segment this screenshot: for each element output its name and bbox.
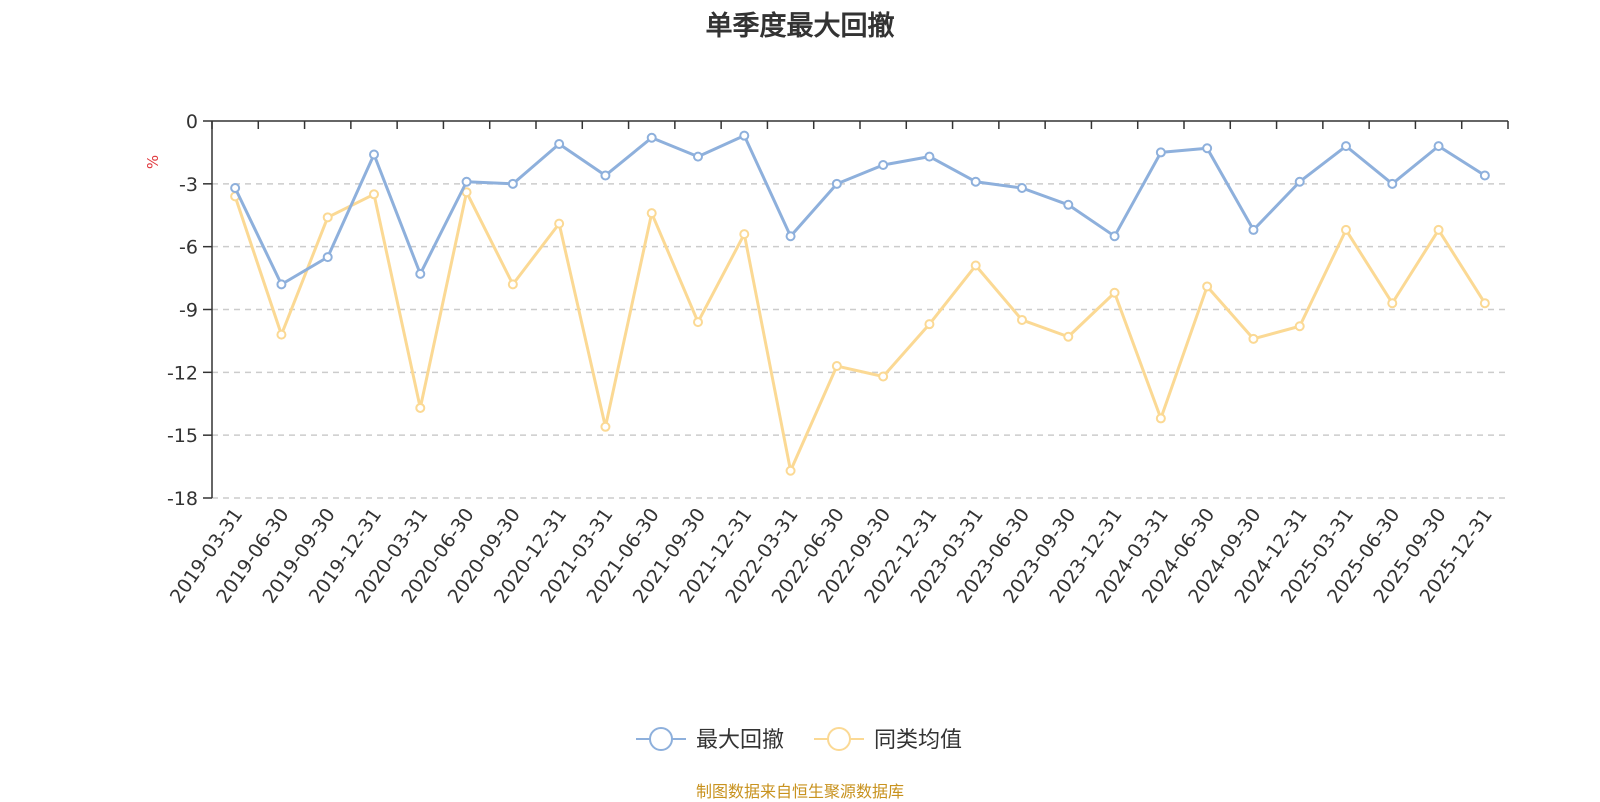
data-point <box>970 176 981 187</box>
data-point <box>924 319 935 330</box>
data-point <box>1063 199 1074 210</box>
legend: 最大回撤 同类均值 <box>636 727 962 753</box>
data-point <box>924 151 935 162</box>
legend-label: 最大回撤 <box>696 728 784 753</box>
data-point <box>785 231 796 242</box>
data-point <box>646 208 657 219</box>
data-point <box>1433 141 1444 152</box>
data-point <box>1341 141 1351 152</box>
data-point <box>1387 178 1398 189</box>
data-point <box>554 218 565 229</box>
y-tick-label: -6 <box>179 237 198 259</box>
data-point <box>1202 281 1213 292</box>
data-point <box>369 189 379 200</box>
data-point <box>1017 314 1027 325</box>
data-point <box>831 178 842 189</box>
data-point <box>1341 224 1351 235</box>
data-point <box>1017 183 1027 194</box>
data-point <box>1294 176 1305 187</box>
data-point <box>1479 170 1490 181</box>
data-point <box>1387 298 1398 309</box>
axis-layer: 0-3-6-9-12-15-18%2019-03-312019-06-30201… <box>144 111 1509 607</box>
data-point <box>739 130 750 141</box>
legend-label: 同类均值 <box>874 728 962 753</box>
data-point <box>970 260 981 271</box>
data-point <box>1248 224 1259 235</box>
data-point <box>1479 298 1490 309</box>
y-tick-label: 0 <box>186 111 198 133</box>
data-point <box>507 279 518 290</box>
y-tick-label: -9 <box>179 300 198 322</box>
data-point <box>415 268 426 279</box>
y-tick-label: -12 <box>167 362 198 384</box>
data-point <box>1294 321 1305 332</box>
data-point <box>1063 331 1074 342</box>
data-source-note: 制图数据来自恒生聚源数据库 <box>695 782 904 801</box>
data-point <box>600 170 611 181</box>
y-axis-unit: % <box>144 155 162 169</box>
data-point <box>831 361 842 372</box>
data-point <box>1202 143 1213 154</box>
y-tick-label: -15 <box>167 425 198 447</box>
data-point <box>507 178 518 189</box>
legend-marker <box>649 727 673 751</box>
data-point <box>878 371 889 382</box>
data-point <box>276 329 287 340</box>
data-point <box>739 229 750 240</box>
data-point <box>322 212 333 223</box>
chart-title: 单季度最大回撤 <box>705 11 895 42</box>
data-point <box>230 183 241 194</box>
data-point <box>785 465 796 476</box>
data-point <box>1109 231 1120 242</box>
data-point <box>276 279 287 290</box>
data-point <box>878 159 889 170</box>
data-point <box>600 421 611 432</box>
data-point <box>1155 413 1166 424</box>
grid-layer <box>212 183 1508 499</box>
data-point <box>646 132 657 143</box>
legend-marker <box>827 727 851 751</box>
data-point <box>461 176 472 187</box>
data-point <box>693 151 703 162</box>
data-point <box>1109 287 1120 298</box>
y-tick-label: -3 <box>179 174 198 196</box>
data-point <box>693 317 703 328</box>
data-point <box>369 149 379 160</box>
series-layer <box>230 130 1490 476</box>
data-point <box>1248 333 1259 344</box>
y-tick-label: -18 <box>167 488 198 510</box>
series-line <box>233 134 1486 286</box>
data-point <box>1433 224 1444 235</box>
data-point <box>1155 147 1166 158</box>
data-point <box>415 402 426 413</box>
data-point <box>322 252 333 263</box>
series-line <box>233 190 1487 473</box>
data-point <box>554 139 565 150</box>
